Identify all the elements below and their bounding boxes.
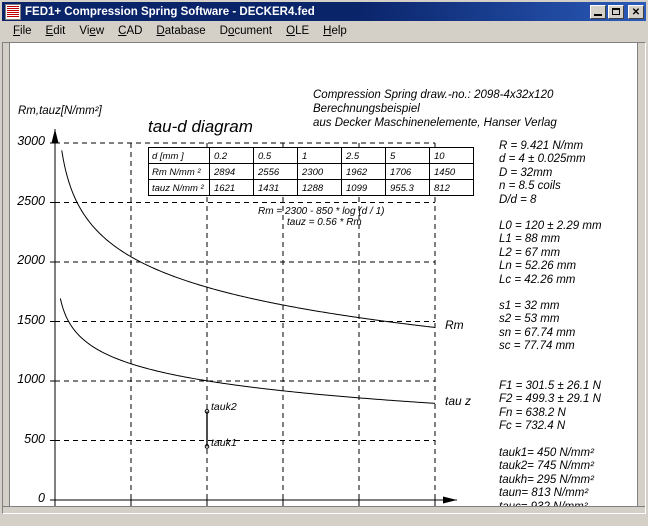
- result-line: Fc = 732.4 N: [499, 420, 566, 433]
- window-title: FED1+ Compression Spring Software - DECK…: [25, 5, 315, 18]
- tau-d-chart: [50, 129, 457, 506]
- drawing-header-line-3: aus Decker Maschinenelemente, Hanser Ver…: [313, 117, 557, 129]
- y-tick-label: 2500: [17, 193, 45, 208]
- table-cell: 2.5: [341, 147, 386, 164]
- table-row-header: Rm N/mm ²: [148, 163, 210, 180]
- table-cell: 2300: [297, 163, 342, 180]
- y-tick-label: 2000: [17, 253, 45, 267]
- table-cell: 1962: [341, 163, 386, 180]
- result-line: D = 32mm: [499, 166, 553, 179]
- table-cell: 10: [429, 147, 474, 164]
- result-line: L0 = 120 ± 2.29 mm: [499, 220, 602, 232]
- menu-item-document[interactable]: Document: [219, 25, 273, 37]
- menu-item-ole[interactable]: OLE: [286, 25, 310, 37]
- results-group-stresses: tauk1= 450 N/mm² tauk2= 745 N/mm² taukh= 2…: [499, 447, 594, 506]
- menu-item-file[interactable]: File: [13, 25, 32, 37]
- table-row-header: d [mm ]: [148, 147, 210, 164]
- left-margin-bar: [3, 43, 10, 513]
- menu-item-help[interactable]: Help: [323, 25, 347, 37]
- y-tick-label: 0: [38, 491, 45, 505]
- menu-bar: File Edit View CAD Database Document OLE…: [2, 21, 646, 42]
- table-cell: 1706: [385, 163, 430, 180]
- result-line: taukh= 295 N/mm²: [499, 473, 594, 486]
- point-label-tauk2: tauk2: [211, 401, 237, 414]
- result-line: Ln = 52.26 mm: [499, 260, 577, 273]
- table-cell: 0.2: [209, 147, 254, 164]
- status-bar: [2, 514, 646, 524]
- table-cell: 1: [297, 147, 342, 164]
- data-table-body: d [mm ] 0.2 0.5 1 2.5 5 10 Rm N/mm ² 2894 2556 230…: [148, 147, 474, 196]
- table-cell: 955.3: [385, 179, 430, 196]
- close-button[interactable]: ✕: [628, 4, 644, 19]
- menu-item-database[interactable]: Database: [156, 25, 206, 37]
- results-group-deflections: s1 = 32 mm s2 = 53 mm sn = 67.74 mm sc = 77…: [499, 300, 575, 354]
- result-line: s2 = 53 mm: [499, 313, 560, 326]
- drawing-header-line-1: Compression Spring draw.-no.: 2098-4x32x…: [313, 89, 554, 101]
- table-cell: 1288: [297, 179, 342, 196]
- y-tick-label: 1000: [17, 372, 45, 386]
- results-group-forces: F1 = 301.5 ± 26.1 N F2 = 499.3 ± 29.1 N Fn…: [499, 380, 601, 434]
- result-line: n = 8.5 coils: [499, 180, 561, 193]
- table-row: d [mm ] 0.2 0.5 1 2.5 5 10: [148, 147, 474, 164]
- y-tick-label: 3000: [17, 134, 45, 148]
- result-line: tauk1= 450 N/mm²: [499, 447, 594, 459]
- result-line: F2 = 499.3 ± 29.1 N: [499, 393, 601, 406]
- table-cell: 5: [385, 147, 430, 164]
- point-label-tauk1: tauk1: [211, 437, 237, 450]
- material-data-table: d [mm ] 0.2 0.5 1 2.5 5 10 Rm N/mm ² 2894 2556 230…: [148, 147, 474, 196]
- result-line: tauk2= 745 N/mm²: [499, 460, 594, 473]
- y-axis-label: Rm,tauz[N/mm²]: [18, 105, 102, 117]
- series-label-tauz: tau z: [445, 394, 472, 409]
- series-label-rm: Rm: [445, 318, 464, 333]
- title-bar[interactable]: FED1+ Compression Spring Software - DECK…: [2, 2, 646, 21]
- chart-title: tau-d diagram: [148, 117, 253, 136]
- table-row-header: tauz N/mm ²: [148, 179, 210, 196]
- formula-rm: Rm = 2300 - 850 * log (d / 1): [258, 206, 385, 217]
- menu-item-cad[interactable]: CAD: [118, 25, 143, 37]
- window-controls: ✕: [590, 4, 644, 19]
- spring-icon: [5, 3, 21, 20]
- maximize-button[interactable]: [608, 4, 624, 19]
- table-row: tauz N/mm ² 1621 1431 1288 1099 955.3 812: [148, 179, 474, 196]
- table-cell: 2556: [253, 163, 298, 180]
- y-tick-label: 1500: [17, 312, 45, 327]
- table-cell: 1621: [209, 179, 254, 196]
- result-line: F1 = 301.5 ± 26.1 N: [499, 380, 601, 392]
- result-line: Fn = 638.2 N: [499, 406, 566, 419]
- close-icon: ✕: [631, 6, 641, 18]
- result-line: d = 4 ± 0.025mm: [499, 153, 586, 166]
- formula-tauz: tauz = 0.56 * Rm: [287, 217, 362, 228]
- table-cell: 2894: [209, 163, 254, 180]
- table-cell: 1431: [253, 179, 298, 196]
- menu-item-view[interactable]: View: [79, 25, 105, 37]
- result-line: Lc = 42.26 mm: [499, 273, 576, 286]
- result-line: taun= 813 N/mm²: [499, 487, 589, 500]
- result-line: R = 9.421 N/mm: [499, 140, 584, 152]
- result-line: L2 = 67 mm: [499, 246, 561, 259]
- result-line: tauc= 932 N/mm²: [499, 501, 594, 506]
- drawing-sheet: Compression Spring draw.-no.: 2098-4x32x…: [10, 43, 637, 506]
- table-cell: 1450: [429, 163, 474, 180]
- results-group-lengths: L0 = 120 ± 2.29 mm L1 = 88 mm L2 = 67 mm Ln…: [499, 220, 602, 287]
- result-line: D/d = 8: [499, 193, 537, 206]
- results-group-geometry: R = 9.421 N/mm d = 4 ± 0.025mm D = 32mm n =…: [499, 140, 586, 207]
- drawing-header-line-2: Berechnungsbeispiel: [313, 103, 420, 115]
- document-client-area: Compression Spring draw.-no.: 2098-4x32x…: [2, 42, 646, 514]
- table-row: Rm N/mm ² 2894 2556 2300 1962 1706 1450: [148, 163, 474, 180]
- horizontal-scrollbar[interactable]: [3, 506, 645, 513]
- menu-item-edit[interactable]: Edit: [45, 25, 66, 37]
- table-cell: 812: [429, 179, 474, 196]
- result-line: s1 = 32 mm: [499, 300, 560, 312]
- y-tick-label: 500: [24, 431, 45, 446]
- result-line: sc = 77.74 mm: [499, 340, 575, 353]
- table-cell: 0.5: [253, 147, 298, 164]
- result-line: sn = 67.74 mm: [499, 326, 576, 339]
- vertical-scrollbar[interactable]: [637, 43, 645, 513]
- minimize-button[interactable]: [590, 4, 606, 19]
- result-line: L1 = 88 mm: [499, 233, 561, 246]
- table-cell: 1099: [341, 179, 386, 196]
